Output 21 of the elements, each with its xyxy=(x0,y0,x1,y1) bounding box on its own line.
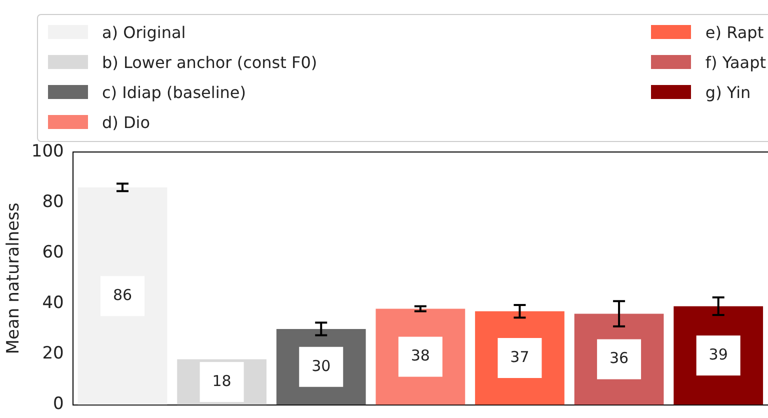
data-label: 37 xyxy=(510,348,530,366)
y-tick-label: 0 xyxy=(53,394,64,414)
legend-label: a) Original xyxy=(102,22,186,42)
legend-label: b) Lower anchor (const F0) xyxy=(102,52,318,72)
legend-label: d) Dio xyxy=(102,112,150,132)
data-label: 39 xyxy=(708,345,728,364)
legend-label: f) Yaapt xyxy=(705,52,766,72)
data-label: 18 xyxy=(212,372,232,390)
y-tick-label: 60 xyxy=(42,242,64,263)
y-tick-label: 100 xyxy=(31,141,64,162)
y-tick-label: 40 xyxy=(42,293,64,314)
data-label: 36 xyxy=(609,349,629,368)
legend-label: e) Rapt xyxy=(705,22,764,42)
data-label: 86 xyxy=(112,286,132,304)
data-label: 30 xyxy=(312,356,331,375)
y-tick-label: 80 xyxy=(42,192,64,212)
y-tick-label: 20 xyxy=(42,344,64,364)
y-axis-title: Mean naturalness xyxy=(4,202,24,354)
legend-label: g) Yin xyxy=(705,82,751,102)
legend-label: c) Idiap (baseline) xyxy=(102,82,246,102)
data-label: 38 xyxy=(410,346,430,365)
